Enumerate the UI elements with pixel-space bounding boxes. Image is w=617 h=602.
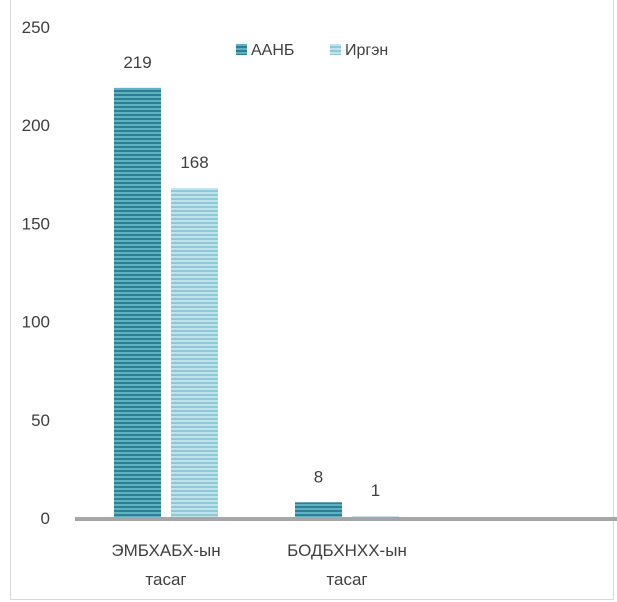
y-axis-ticks: 0 50 100 150 200 250 (22, 18, 50, 528)
y-tick-label: 100 (22, 313, 50, 332)
data-label-0-1: 8 (314, 467, 323, 486)
bar-0-1 (295, 502, 342, 518)
legend: ААНБ Иргэн (236, 42, 388, 59)
data-label-1-0: 168 (180, 153, 208, 172)
data-label-1-1: 1 (371, 481, 380, 500)
category-label-1-0: БОДБХНХХ-ын (287, 541, 407, 560)
legend-swatch-0 (236, 44, 247, 55)
legend-swatch-1 (330, 44, 341, 55)
data-labels: 219 8 168 1 (123, 53, 380, 500)
bar-0-0 (114, 87, 161, 518)
y-tick-label: 200 (22, 116, 50, 135)
y-tick-label: 250 (22, 18, 50, 37)
x-axis-category-labels: ЭМБХАБХ-ын тасаг БОДБХНХХ-ын тасаг (111, 541, 406, 589)
y-tick-label: 50 (31, 411, 50, 430)
data-label-0-0: 219 (123, 53, 151, 72)
chart-frame (10, 0, 614, 600)
bars (114, 87, 399, 518)
legend-label-0: ААНБ (251, 42, 294, 59)
y-tick-label: 0 (41, 509, 50, 528)
category-label-0-1: тасаг (145, 570, 186, 589)
y-tick-label: 150 (22, 214, 50, 233)
legend-label-1: Иргэн (345, 42, 388, 59)
bar-1-0 (171, 188, 218, 518)
category-label-0-0: ЭМБХАБХ-ын (111, 541, 220, 560)
category-label-1-1: тасаг (326, 570, 367, 589)
